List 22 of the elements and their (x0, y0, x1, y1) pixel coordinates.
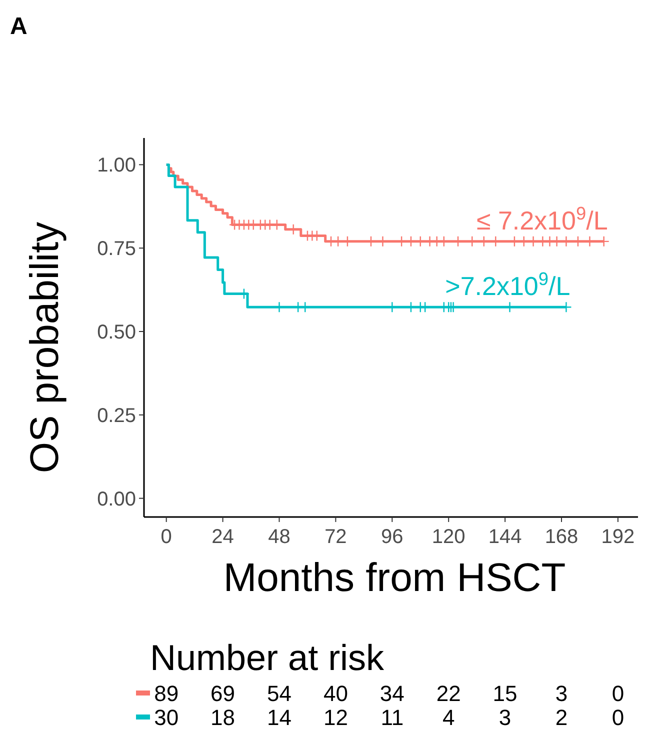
x-tick-label: 96 (381, 526, 404, 548)
y-tick-label: 0.50 (97, 322, 136, 344)
y-tick-label: 1.00 (97, 154, 136, 177)
x-tick-label: 24 (212, 526, 234, 548)
x-tick-label: 120 (432, 526, 466, 548)
y-tick-label: 0.25 (97, 404, 136, 427)
chart-title: A (10, 13, 28, 40)
series-label: ≤ 7.2x10$^{9}$/L (476, 203, 608, 236)
x-tick-label: 144 (488, 526, 522, 548)
x-tick-label: 192 (601, 526, 635, 548)
text: 30 18 14 12 11 4 3 2 0 (154, 705, 624, 730)
y-tick-label: 0.00 (97, 488, 136, 510)
x-tick-label: 72 (324, 526, 347, 548)
text: 89 69 54 40 34 22 15 3 0 (154, 681, 624, 706)
x-tick-label: 0 (160, 526, 172, 548)
x-axis-title: Months from HSCT (223, 556, 566, 600)
x-tick-label: 48 (268, 526, 290, 548)
x-tick-label: 168 (544, 526, 578, 548)
y-tick-label: 0.75 (97, 238, 136, 260)
text: Number at risk (150, 637, 386, 678)
series-label: >7.2x10$^{9}$/L (445, 269, 570, 302)
y-axis-title: OS probability (23, 222, 67, 474)
